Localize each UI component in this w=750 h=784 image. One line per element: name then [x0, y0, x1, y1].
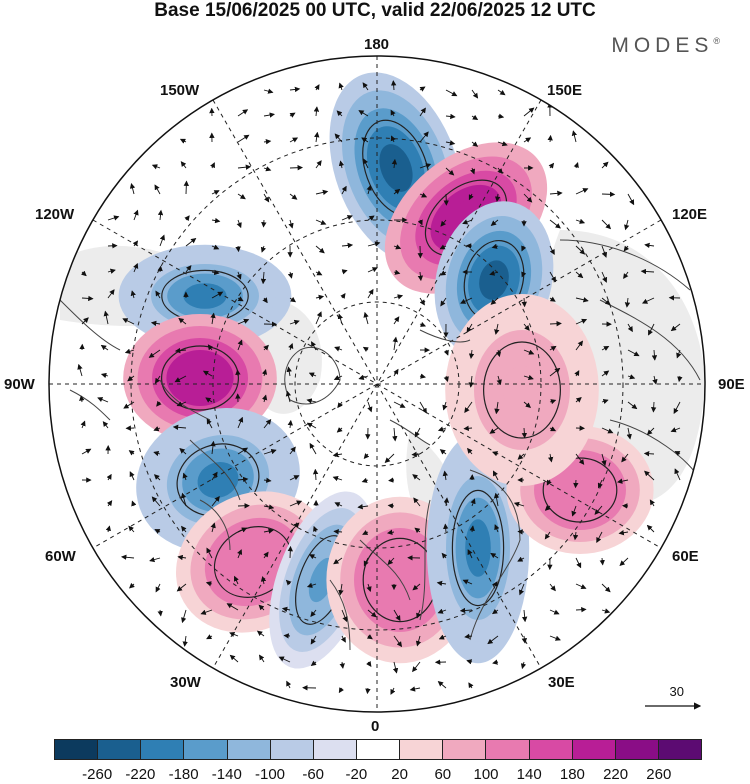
wind-vector — [602, 194, 614, 195]
wind-vector — [493, 584, 498, 585]
lon-label-30w: 30W — [170, 674, 201, 691]
colorbar-swatch — [486, 740, 529, 759]
colorbar-tick-label: -220 — [125, 766, 155, 783]
colorbar-tick-label: 220 — [603, 766, 628, 783]
colorbar-swatch — [400, 740, 443, 759]
wind-vector — [367, 688, 368, 693]
anomaly-contour — [503, 366, 541, 414]
lon-label-0: 0 — [371, 718, 379, 735]
lon-label-90e: 90E — [718, 376, 745, 393]
colorbar-tick-label: -260 — [82, 766, 112, 783]
wind-vector — [389, 505, 395, 506]
colorbar-swatch — [314, 740, 357, 759]
lon-label-150w: 150W — [160, 82, 199, 99]
wind-vector — [653, 402, 654, 412]
colorbar-tick-label: -100 — [255, 766, 285, 783]
anomaly-contour — [183, 283, 226, 309]
lon-label-90w: 90W — [4, 376, 35, 393]
colorbar-swatch — [55, 740, 98, 759]
anomaly-contour — [465, 519, 491, 577]
colorbar-swatch — [530, 740, 573, 759]
colorbar — [54, 739, 702, 760]
wind-vector — [518, 532, 524, 533]
colorbar-swatch — [659, 740, 701, 759]
wind-vector — [645, 453, 654, 454]
wind-vector — [264, 220, 265, 227]
wind-vector — [550, 323, 561, 324]
wind-vector — [576, 480, 577, 487]
colorbar-swatch — [184, 740, 227, 759]
lon-label-30e: 30E — [548, 674, 575, 691]
wind-vector — [524, 298, 525, 306]
lon-label-120e: 120E — [672, 206, 707, 223]
wind-vector — [576, 609, 586, 610]
colorbar-swatch — [443, 740, 486, 759]
lon-label-180: 180 — [364, 36, 389, 53]
colorbar-swatch — [573, 740, 616, 759]
colorbar-swatch — [357, 740, 400, 759]
colorbar-tick-label: 180 — [560, 766, 585, 783]
wind-vector — [238, 246, 239, 251]
colorbar-swatch — [98, 740, 141, 759]
colorbar-tick-label: -20 — [346, 766, 368, 783]
colorbar-tick-label: 100 — [473, 766, 498, 783]
wind-vector — [550, 136, 551, 142]
lon-label-120w: 120W — [35, 206, 74, 223]
colorbar-swatch — [141, 740, 184, 759]
wind-vector — [284, 636, 290, 637]
colorbar-swatch — [616, 740, 659, 759]
colorbar-tick-label: -60 — [302, 766, 324, 783]
wind-vector — [290, 547, 291, 558]
wind-vector — [389, 480, 394, 481]
wind-vector — [238, 370, 239, 376]
colorbar-tick-label: 140 — [517, 766, 542, 783]
colorbar-tick-label: 260 — [646, 766, 671, 783]
reference-vector-label: 30 — [670, 684, 684, 699]
wind-vector — [290, 168, 302, 169]
colorbar-tick-label: 60 — [434, 766, 451, 783]
anomaly-center-positive — [445, 294, 599, 486]
colorbar-swatch — [228, 740, 271, 759]
lon-label-60e: 60E — [672, 548, 699, 565]
lon-label-60w: 60W — [45, 548, 76, 565]
colorbar-ticks: -260 -220 -180 -140 -100 -60 -20 20 60 100 140 180 2… — [0, 766, 750, 784]
colorbar-tick-label: 20 — [391, 766, 408, 783]
lon-label-150e: 150E — [547, 82, 582, 99]
colorbar-swatch — [271, 740, 314, 759]
wind-vector — [186, 181, 187, 194]
colorbar-tick-label: -180 — [169, 766, 199, 783]
colorbar-tick-label: -140 — [212, 766, 242, 783]
